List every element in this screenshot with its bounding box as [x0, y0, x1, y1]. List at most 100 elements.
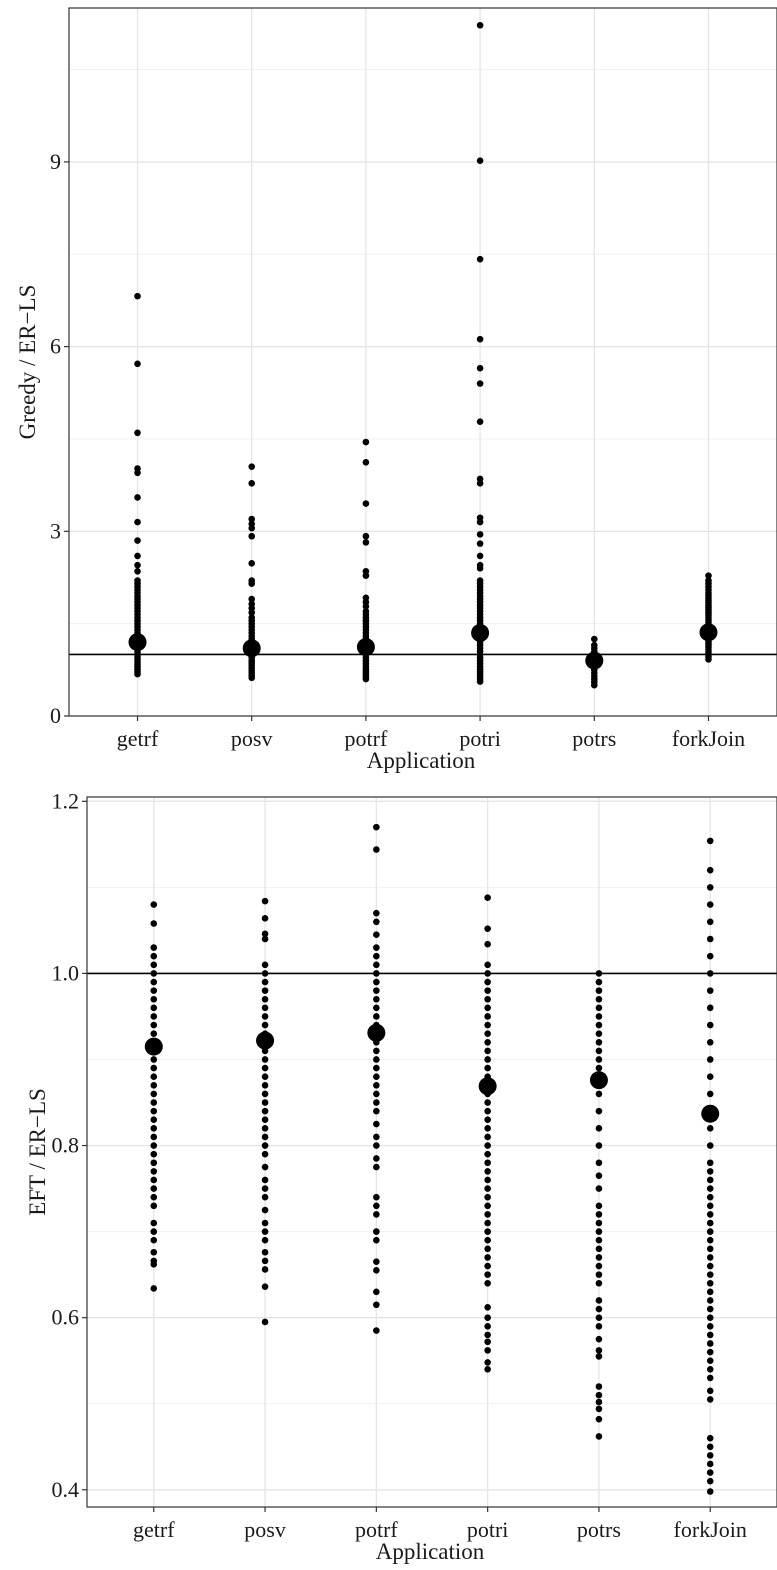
data-point-posv [261, 1236, 269, 1244]
data-point-potri [484, 1159, 491, 1167]
data-point-potri [484, 1185, 491, 1192]
data-point-potrf [373, 1202, 380, 1210]
data-point-potri [484, 1116, 491, 1124]
data-point-potrs [590, 635, 598, 643]
data-point-getrf [150, 1202, 158, 1210]
data-point-forkJoin [706, 1021, 714, 1029]
data-point-potri [484, 1262, 491, 1270]
data-point-getrf [134, 465, 141, 472]
data-point-forkJoin [706, 1193, 714, 1201]
data-point-potri [484, 1236, 491, 1244]
data-point-potri [476, 552, 484, 560]
data-point-posv [248, 479, 256, 487]
data-point-getrf [150, 961, 158, 969]
data-point-getrf [150, 1257, 158, 1265]
data-point-potri [484, 1271, 491, 1278]
data-point-forkJoin [706, 1168, 714, 1175]
x-tick-label-potrf: potrf [355, 1517, 398, 1542]
data-point-potrf [373, 1013, 380, 1020]
panel-2: 0.4 0.6 0.8 1.0 1.2 getrf posv potrf potri potrs f… [25, 788, 777, 1564]
x-tick-label-posv: posv [244, 1517, 286, 1542]
data-point-posv [261, 987, 269, 994]
data-point-posv [261, 970, 269, 977]
data-point-posv [261, 1082, 269, 1089]
data-point-forkJoin [706, 1219, 714, 1227]
x-tick-label-potrf: potrf [345, 726, 388, 751]
data-point-potrs [595, 1314, 603, 1321]
data-point-getrf [150, 1176, 158, 1184]
data-point-potrs [595, 1047, 603, 1055]
data-point-getrf [150, 1159, 158, 1167]
data-point-posv [261, 1193, 269, 1201]
data-point-potrf [373, 1064, 380, 1072]
data-point-potri [484, 925, 491, 932]
mean-marker-potrf [356, 638, 375, 657]
data-point-posv [261, 1090, 269, 1098]
data-point-potrf [373, 961, 380, 969]
data-point-posv [248, 600, 256, 608]
data-point-potrf [373, 1133, 380, 1141]
x-axis-title: Application [367, 748, 476, 773]
data-point-potrs [595, 1172, 603, 1179]
data-point-getrf [134, 537, 141, 544]
data-point-potri [484, 961, 491, 969]
x-tick-label-potri: potri [459, 726, 501, 751]
data-point-getrf [134, 552, 141, 560]
x-tick-label-posv: posv [231, 726, 273, 751]
data-point-posv [261, 1107, 269, 1115]
data-point-potri [484, 1304, 491, 1311]
data-point-potrs [595, 1004, 603, 1012]
data-point-potri [476, 540, 484, 547]
data-point-forkJoin [706, 1254, 714, 1261]
data-point-potri [484, 1202, 491, 1210]
data-point-forkJoin [706, 1211, 714, 1218]
data-point-potri [484, 1168, 491, 1175]
mean-marker-potri [471, 623, 490, 642]
data-point-potrf [362, 459, 370, 466]
data-point-potri [484, 1366, 491, 1373]
data-point-potrs [595, 1142, 603, 1149]
data-point-posv [261, 935, 269, 943]
data-point-posv [248, 463, 256, 470]
data-point-forkJoin [706, 1331, 714, 1339]
data-point-potrs [595, 1228, 603, 1235]
data-point-getrf [150, 944, 158, 951]
data-point-getrf [150, 1073, 158, 1080]
data-point-potrs [595, 1202, 603, 1210]
data-point-potri [476, 21, 484, 29]
data-point-potrf [362, 608, 370, 615]
data-point-posv [261, 1228, 269, 1235]
data-point-getrf [150, 987, 158, 994]
data-point-getrf [150, 1107, 158, 1115]
data-point-getrf [150, 1142, 158, 1149]
data-point-potrf [373, 1099, 380, 1106]
data-point-potrs [595, 987, 603, 994]
data-point-posv [261, 1142, 269, 1149]
y-tick-label: 3 [50, 518, 61, 543]
data-point-forkJoin [706, 1142, 714, 1149]
data-point-potrf [362, 539, 370, 546]
data-point-potrs [595, 1391, 603, 1399]
data-point-potrs [595, 1038, 603, 1046]
data-point-potri [484, 1176, 491, 1184]
data-point-getrf [150, 970, 158, 977]
data-point-potri [484, 1322, 491, 1330]
data-point-potrs [595, 1353, 603, 1360]
data-point-getrf [150, 1125, 158, 1132]
data-point-posv [261, 1206, 269, 1214]
data-point-getrf [150, 901, 158, 908]
data-point-posv [248, 515, 256, 523]
panel-border [86, 796, 777, 1508]
data-point-potrs [595, 1236, 603, 1244]
data-point-potrs [595, 970, 603, 977]
data-point-posv [261, 1176, 269, 1184]
data-point-forkJoin [706, 952, 714, 960]
data-point-forkJoin [706, 1228, 714, 1235]
data-point-forkJoin [706, 1374, 714, 1382]
data-point-potri [484, 1359, 491, 1366]
data-point-potrf [373, 823, 380, 831]
data-point-potrf [373, 987, 380, 994]
data-point-forkJoin [706, 1348, 714, 1356]
data-point-posv [248, 577, 256, 584]
data-point-potrs [590, 641, 598, 649]
